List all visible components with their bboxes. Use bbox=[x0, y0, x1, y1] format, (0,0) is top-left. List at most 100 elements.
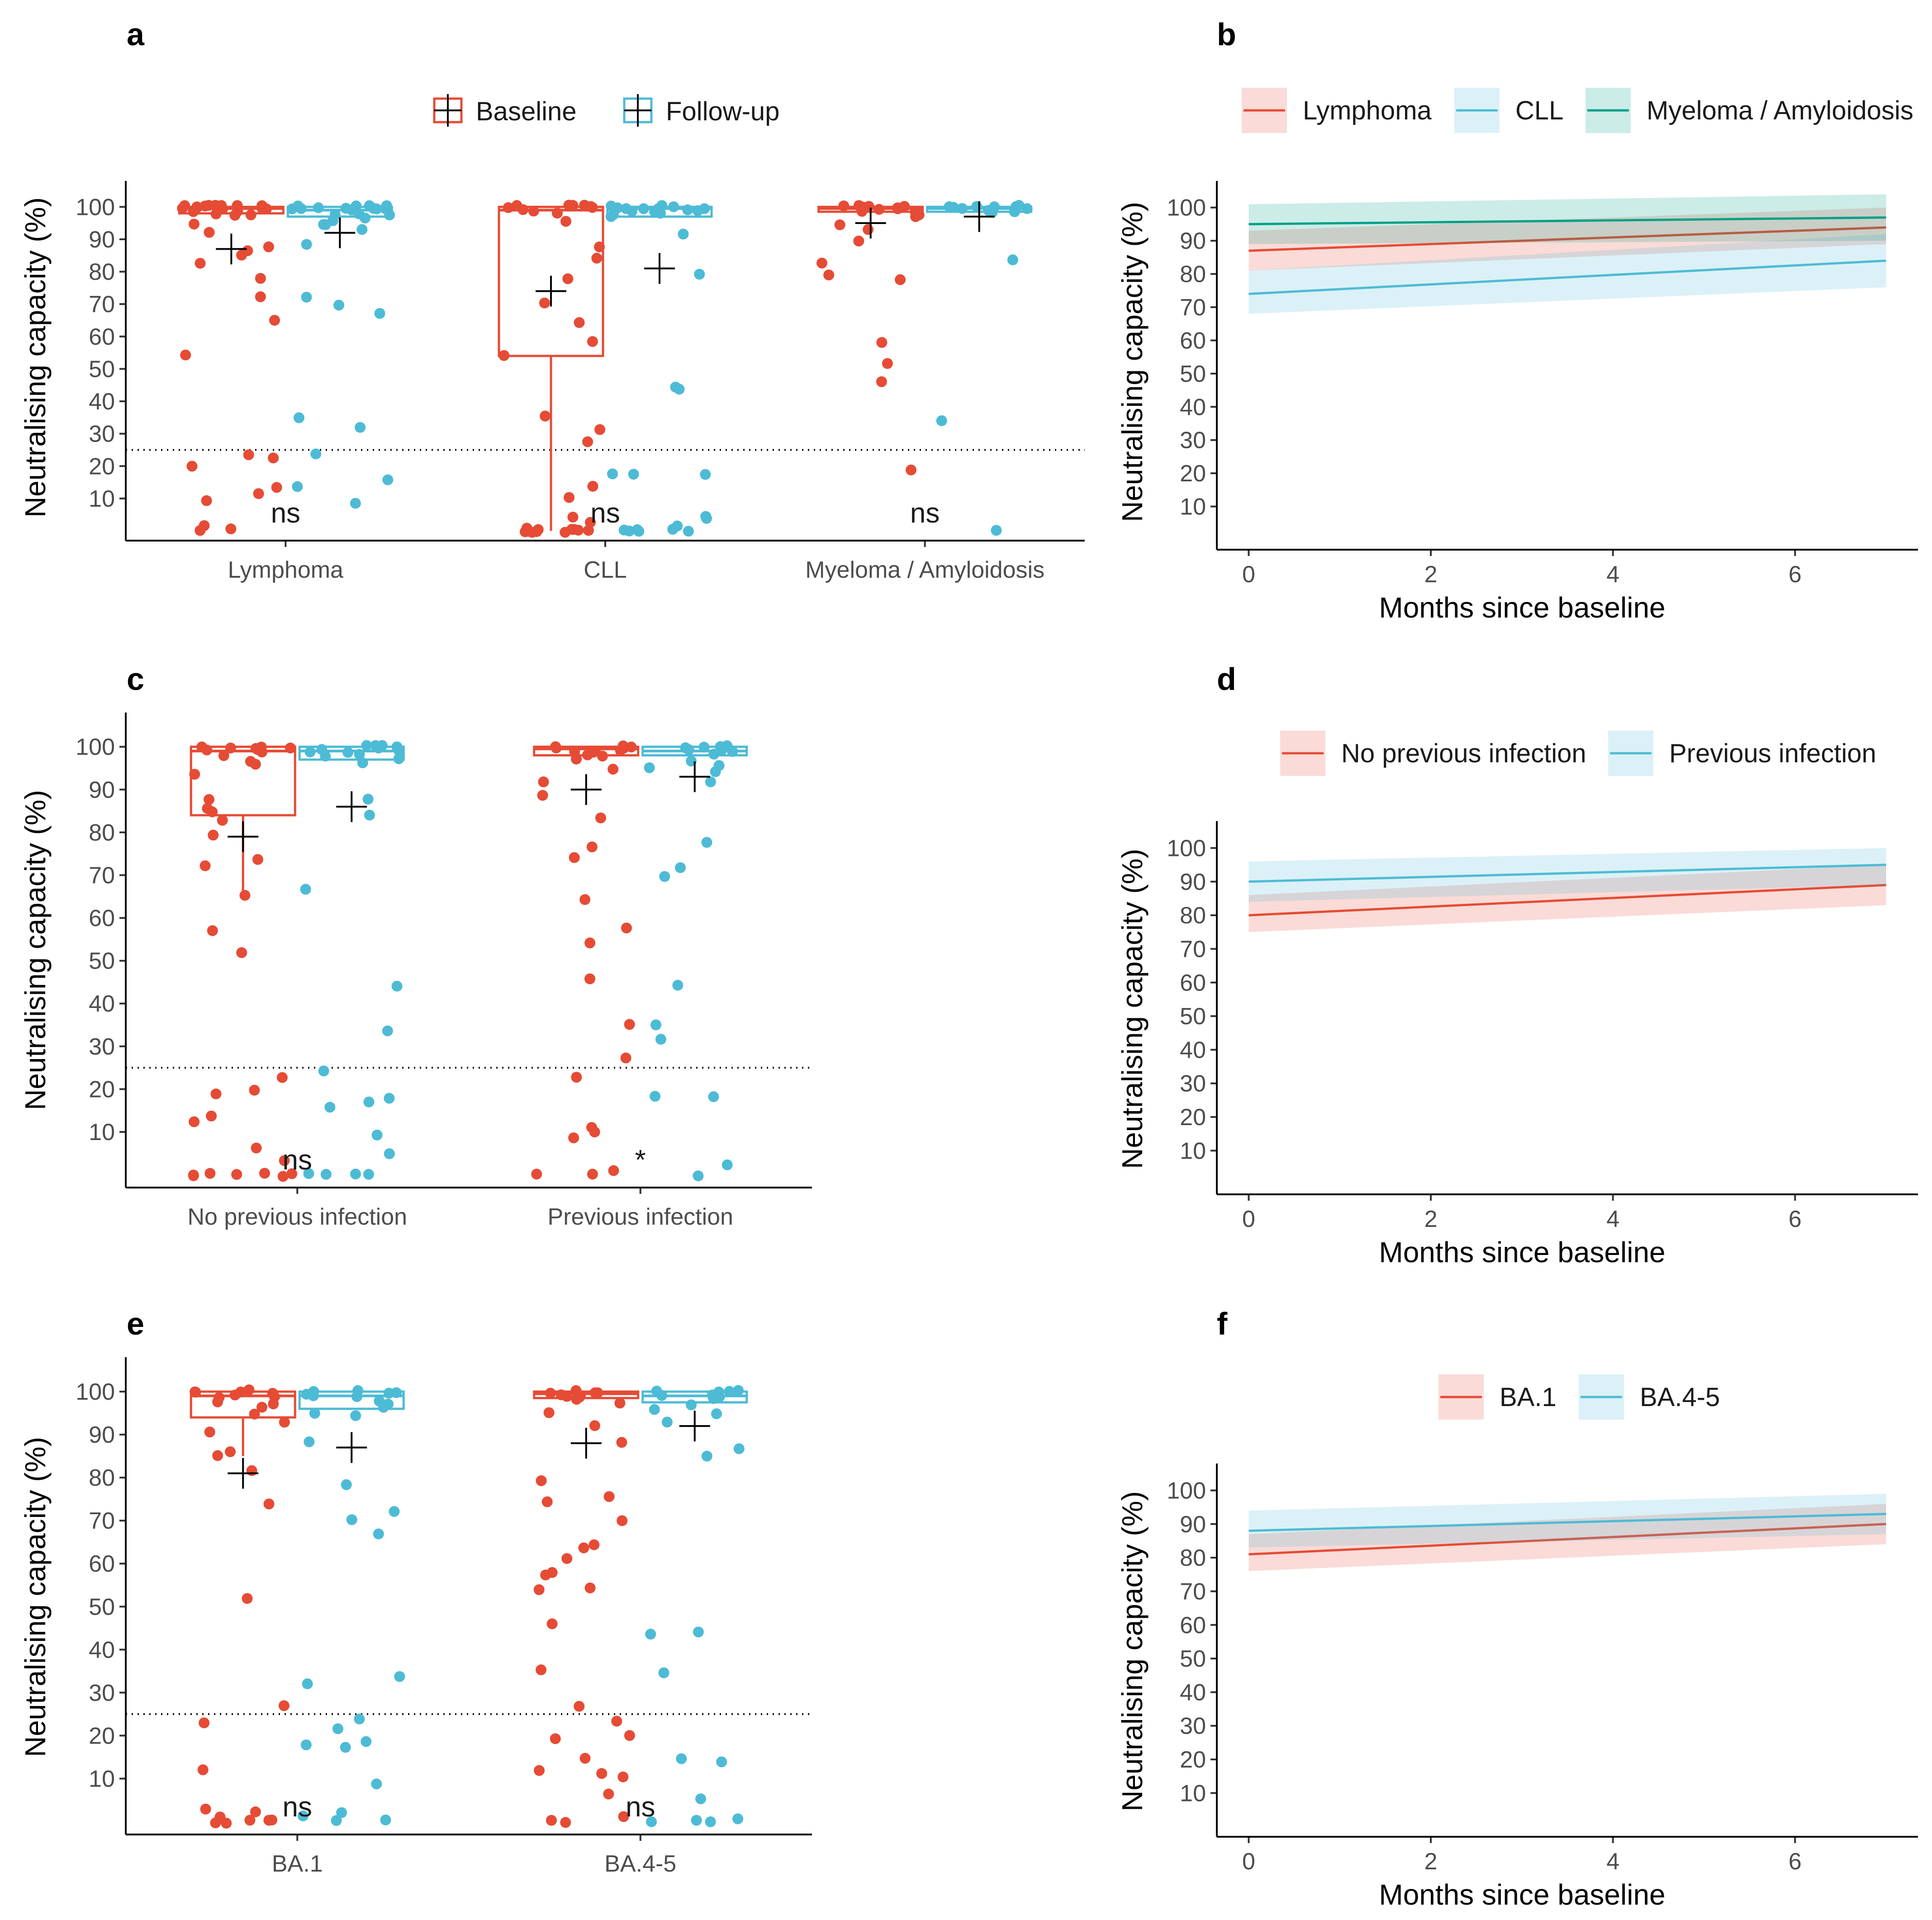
data-point bbox=[727, 746, 738, 757]
group-followup bbox=[297, 1385, 405, 1826]
data-point bbox=[528, 205, 539, 217]
data-point bbox=[293, 412, 304, 423]
data-point bbox=[244, 1815, 256, 1826]
data-point bbox=[371, 203, 382, 214]
data-point bbox=[603, 1788, 614, 1800]
data-point bbox=[301, 239, 312, 250]
data-point bbox=[188, 206, 199, 217]
data-point bbox=[252, 854, 263, 865]
panel-letter: b bbox=[1217, 17, 1236, 52]
data-point bbox=[239, 890, 251, 901]
data-point bbox=[550, 741, 561, 752]
data-point bbox=[357, 757, 368, 769]
data-point bbox=[733, 1443, 745, 1454]
x-category-label: CLL bbox=[584, 557, 627, 583]
data-point bbox=[708, 1091, 719, 1103]
data-point bbox=[363, 1096, 375, 1107]
data-point bbox=[711, 1408, 722, 1420]
data-point bbox=[853, 200, 864, 211]
data-point bbox=[249, 1408, 260, 1420]
data-point bbox=[584, 937, 596, 949]
data-point bbox=[229, 1389, 241, 1401]
data-point bbox=[701, 513, 712, 524]
data-point bbox=[624, 1019, 635, 1030]
data-point bbox=[210, 200, 221, 211]
x-category-label: Myeloma / Amyloidosis bbox=[805, 557, 1044, 583]
data-point bbox=[649, 1404, 660, 1415]
data-point bbox=[583, 525, 594, 536]
series-line bbox=[1248, 1523, 1886, 1556]
data-point bbox=[201, 744, 213, 756]
data-point bbox=[710, 766, 721, 777]
data-point bbox=[225, 523, 237, 535]
legend-item: Lymphoma bbox=[1242, 88, 1432, 133]
data-point bbox=[899, 201, 910, 212]
y-tick-label: 40 bbox=[1180, 394, 1206, 420]
data-point bbox=[300, 884, 311, 895]
data-point bbox=[644, 762, 655, 774]
data-point bbox=[587, 336, 598, 347]
y-tick-label: 20 bbox=[89, 1723, 115, 1749]
data-point bbox=[249, 1084, 260, 1096]
data-point bbox=[204, 227, 215, 238]
data-point bbox=[716, 1756, 727, 1768]
data-point bbox=[364, 809, 375, 821]
data-point bbox=[332, 1723, 343, 1735]
data-point bbox=[242, 1593, 253, 1604]
data-point bbox=[683, 526, 694, 537]
data-point bbox=[540, 1569, 551, 1581]
data-point bbox=[617, 1771, 629, 1782]
legend-label: CLL bbox=[1515, 96, 1563, 125]
data-point bbox=[355, 422, 366, 433]
data-point bbox=[579, 1753, 591, 1764]
series-1 bbox=[1248, 848, 1886, 902]
series-line bbox=[1248, 216, 1886, 225]
confidence-ribbon bbox=[1248, 865, 1886, 932]
data-point bbox=[204, 1168, 216, 1179]
data-point bbox=[823, 269, 835, 280]
data-point bbox=[374, 308, 385, 319]
data-point bbox=[217, 815, 228, 826]
data-point bbox=[562, 273, 574, 285]
y-tick-label: 90 bbox=[89, 227, 115, 253]
x-tick-label: 4 bbox=[1606, 561, 1619, 588]
data-point bbox=[243, 1384, 255, 1396]
y-axis-title: Neutralising capacity (%) bbox=[1116, 202, 1149, 522]
data-point bbox=[384, 1148, 395, 1160]
data-point bbox=[595, 812, 607, 823]
data-point bbox=[569, 852, 580, 863]
y-tick-label: 50 bbox=[89, 948, 115, 974]
data-point bbox=[309, 1407, 320, 1419]
data-point bbox=[676, 1753, 687, 1764]
data-point bbox=[221, 1817, 232, 1829]
data-point bbox=[672, 979, 684, 991]
data-point bbox=[286, 1168, 298, 1179]
data-point bbox=[177, 203, 188, 214]
data-point bbox=[589, 1126, 600, 1138]
data-point bbox=[225, 742, 236, 754]
data-point bbox=[618, 1811, 629, 1822]
data-point bbox=[586, 841, 598, 852]
data-point bbox=[957, 203, 968, 214]
data-point bbox=[612, 202, 623, 214]
data-point bbox=[561, 1553, 573, 1564]
data-point bbox=[208, 829, 219, 841]
data-point bbox=[257, 204, 268, 215]
y-axis-title: Neutralising capacity (%) bbox=[1116, 849, 1149, 1169]
x-tick-label: 2 bbox=[1424, 1849, 1438, 1875]
y-tick-label: 30 bbox=[89, 421, 115, 447]
y-tick-label: 80 bbox=[1180, 261, 1206, 288]
data-point bbox=[350, 498, 361, 509]
data-point bbox=[300, 1739, 312, 1750]
data-point bbox=[536, 1475, 547, 1486]
data-point bbox=[250, 1806, 261, 1817]
data-point bbox=[243, 449, 254, 461]
data-point bbox=[341, 1479, 352, 1490]
y-tick-label: 40 bbox=[1180, 1679, 1206, 1706]
y-tick-label: 70 bbox=[89, 862, 115, 889]
data-point bbox=[686, 1399, 697, 1411]
data-point bbox=[232, 200, 243, 211]
y-tick-label: 90 bbox=[1180, 1511, 1206, 1538]
data-point bbox=[585, 201, 597, 212]
panel-letter: d bbox=[1217, 661, 1236, 697]
